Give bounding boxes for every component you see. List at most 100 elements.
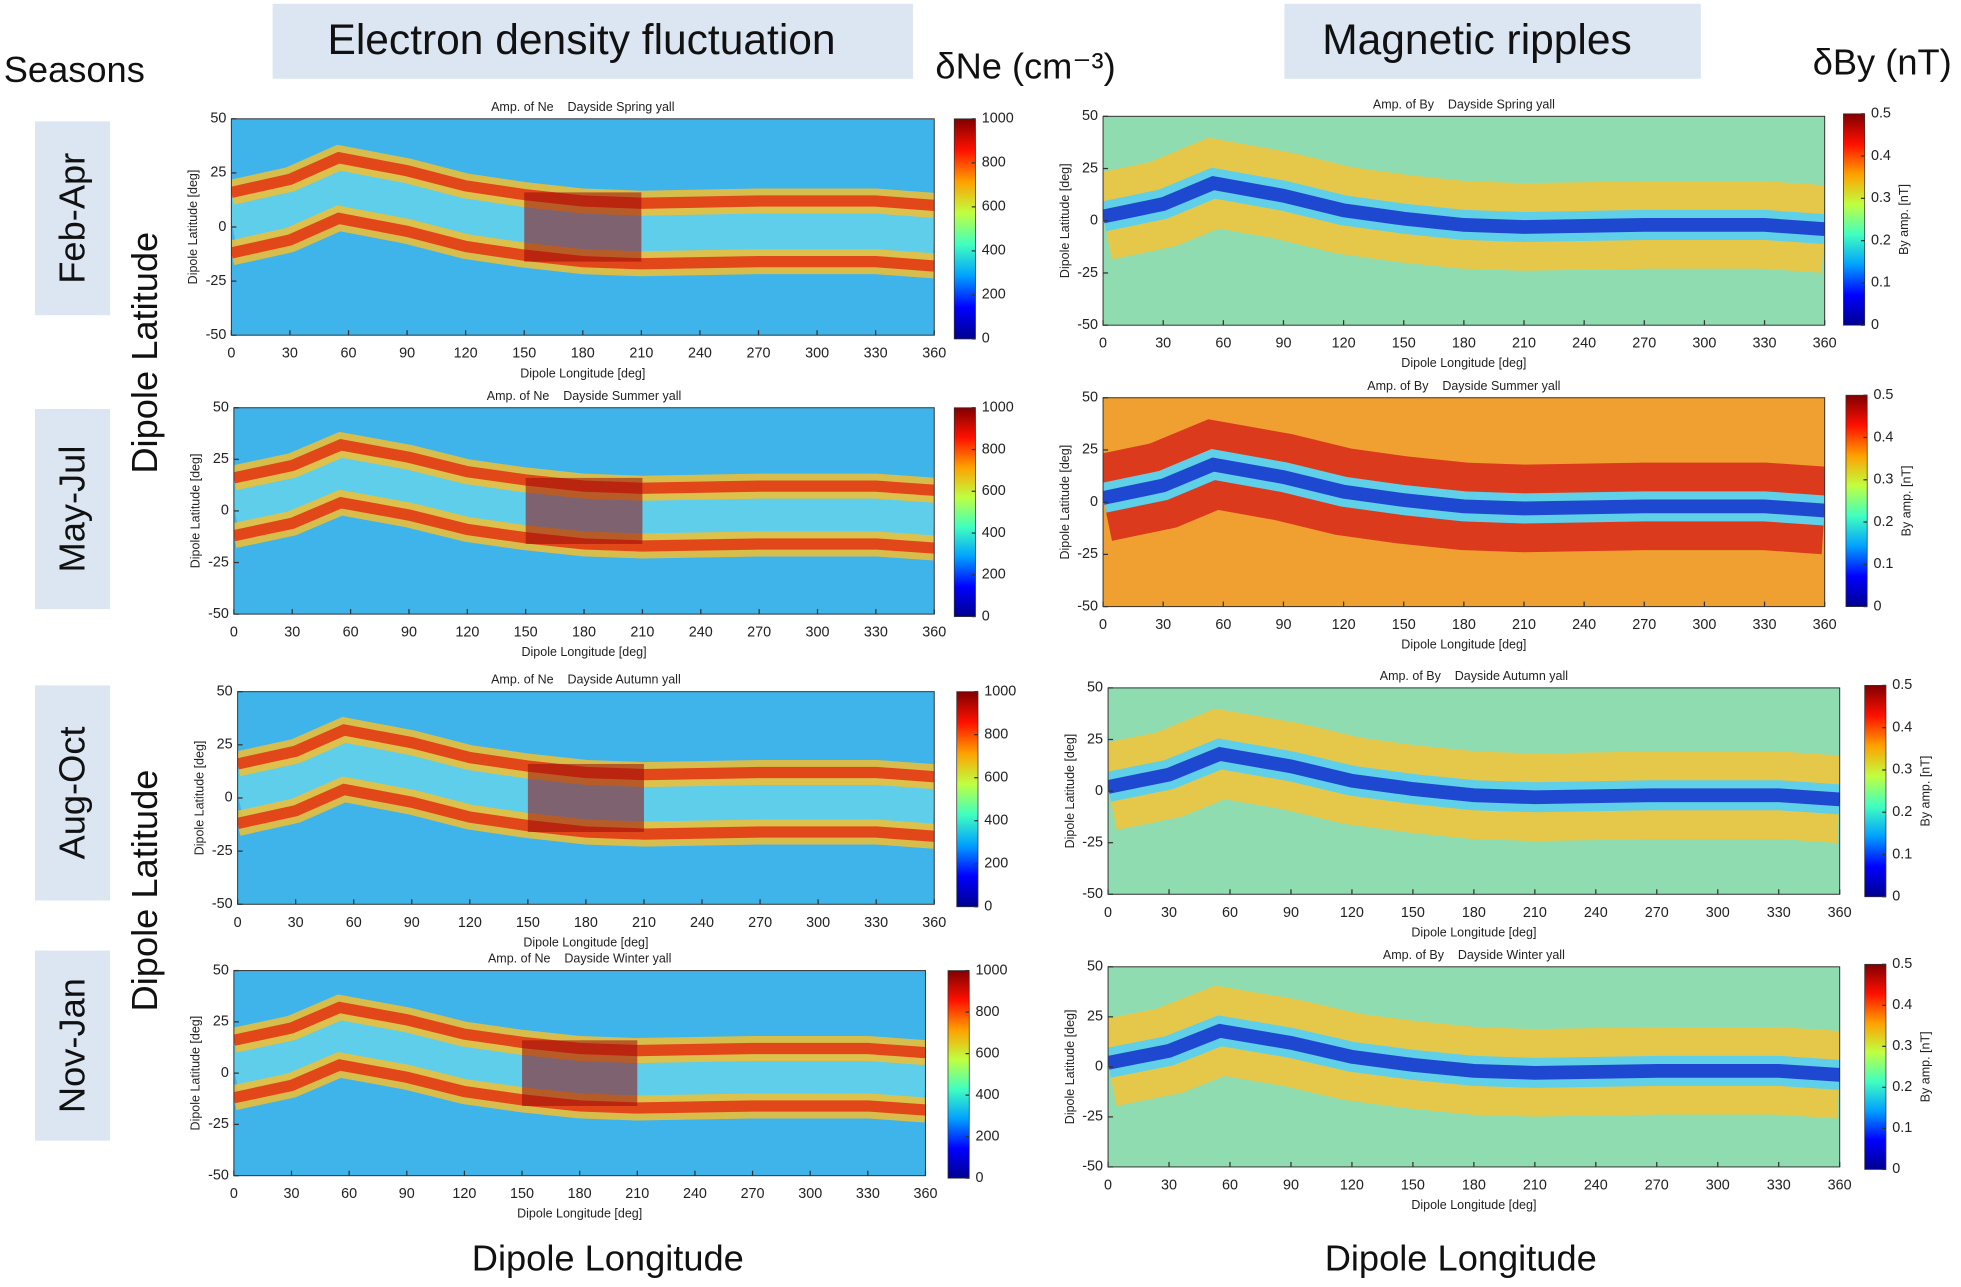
colorbar-tick-label: 0.1 (1892, 1120, 1912, 1136)
x-tick-label: 210 (630, 625, 654, 641)
x-tick-label: 180 (572, 625, 596, 641)
y-tick-label: 25 (1087, 731, 1103, 747)
y-label: Dipole Latitude (124, 232, 165, 474)
x-tick-label: 330 (1767, 1177, 1791, 1193)
season-label: May-Jul (52, 446, 93, 573)
y-tick-label: -50 (208, 1167, 229, 1183)
y-tick-label: 50 (210, 111, 226, 127)
right-unit: δBy (nT) (1813, 42, 1952, 83)
colorbar-tick-label: 400 (982, 525, 1006, 541)
left-title: Electron density fluctuation (327, 17, 835, 64)
y-tick-label: -50 (212, 896, 233, 912)
x-tick-label: 210 (625, 1186, 649, 1202)
colorbar (1864, 963, 1887, 1170)
panel-title: Amp. of By Dayside Winter yall (1383, 948, 1565, 962)
y-tick-label: -25 (1082, 834, 1103, 850)
y-tick-label: 50 (217, 683, 233, 699)
colorbar-tick-label: 0.1 (1873, 556, 1893, 572)
x-label: Dipole Longitude (1325, 1237, 1597, 1278)
colorbar-tick-label: 600 (975, 1045, 999, 1061)
x-tick-label: 30 (1161, 905, 1177, 921)
colorbar-tick-label: 0.4 (1871, 148, 1891, 164)
colorbar-tick-label: 200 (982, 287, 1006, 303)
x-tick-label: 120 (455, 625, 479, 641)
colorbar-tick-label: 600 (982, 483, 1006, 499)
x-tick-label: 330 (856, 1186, 880, 1202)
x-tick-label: 150 (1392, 617, 1416, 633)
colorbar (956, 691, 979, 908)
x-tick-label: 120 (1332, 336, 1356, 352)
y-tick-label: -25 (1082, 1109, 1103, 1125)
colorbar-tick-label: 400 (975, 1087, 999, 1103)
x-tick-label: 180 (1462, 1177, 1486, 1193)
panel-x-label: Dipole Longitude [deg] (1401, 638, 1526, 652)
x-tick-label: 120 (1332, 617, 1356, 633)
panel-title: Amp. of Ne Dayside Winter yall (488, 952, 671, 966)
x-tick-label: 0 (1104, 905, 1112, 921)
heatmap-field (1108, 966, 1840, 1167)
panel-title: Amp. of Ne Dayside Summer yall (487, 389, 682, 403)
y-label: Dipole Latitude (124, 770, 165, 1012)
colorbar-tick-label: 0 (984, 899, 992, 915)
colorbar-tick-label: 0.5 (1892, 677, 1912, 693)
y-tick-label: 50 (1082, 108, 1098, 124)
seasons-label: Seasons (4, 49, 145, 90)
x-tick-label: 120 (452, 1186, 476, 1202)
x-tick-label: 360 (1828, 1177, 1852, 1193)
x-tick-label: 30 (282, 346, 298, 362)
x-tick-label: 270 (1632, 336, 1656, 352)
season-box (35, 408, 111, 610)
y-tick-label: 0 (1095, 1059, 1103, 1075)
panel-y-label: Dipole Latitude [deg] (189, 454, 203, 569)
x-tick-label: 330 (864, 346, 888, 362)
season-box (35, 685, 111, 901)
x-tick-label: 120 (1340, 1177, 1364, 1193)
x-tick-label: 360 (922, 346, 946, 362)
y-tick-label: 50 (1087, 959, 1103, 975)
colorbar-tick-label: 600 (982, 199, 1006, 215)
y-tick-label: 0 (1090, 494, 1098, 510)
x-tick-label: 210 (629, 346, 653, 362)
x-tick-label: 0 (227, 346, 235, 362)
x-tick-label: 30 (1155, 336, 1171, 352)
x-tick-label: 150 (512, 346, 536, 362)
x-tick-label: 360 (922, 915, 946, 931)
y-tick-label: 50 (1082, 390, 1098, 406)
panel-x-label: Dipole Longitude [deg] (520, 366, 645, 380)
x-tick-label: 300 (1706, 905, 1730, 921)
colorbar (1845, 394, 1868, 607)
x-tick-label: 0 (234, 915, 242, 931)
field-band (233, 496, 935, 554)
colorbar-tick-label: 800 (982, 441, 1006, 457)
colorbar-tick-label: 0.4 (1892, 719, 1912, 735)
colorbar-tick-label: 0 (982, 331, 990, 347)
field-band (1108, 746, 1840, 807)
x-tick-label: 150 (514, 625, 538, 641)
x-tick-label: 60 (1222, 905, 1238, 921)
colorbar-label: By amp. [nT] (1897, 184, 1911, 255)
x-tick-label: 30 (1161, 1177, 1177, 1193)
x-tick-label: 180 (571, 346, 595, 362)
y-tick-label: -25 (1077, 546, 1098, 562)
x-tick-label: 240 (688, 346, 712, 362)
x-tick-label: 90 (1283, 905, 1299, 921)
x-tick-label: 240 (689, 625, 713, 641)
colorbar-tick-label: 0 (1892, 1161, 1900, 1177)
x-tick-label: 300 (806, 915, 830, 931)
x-tick-label: 30 (288, 915, 304, 931)
panel-y-label: Dipole Latitude [deg] (186, 170, 200, 285)
panel-x-label: Dipole Longitude [deg] (1411, 925, 1536, 939)
x-tick-label: 60 (1215, 336, 1231, 352)
x-tick-label: 0 (230, 625, 238, 641)
x-tick-label: 300 (805, 346, 829, 362)
x-tick-label: 180 (1462, 905, 1486, 921)
x-tick-label: 360 (1828, 905, 1852, 921)
x-tick-label: 360 (1813, 336, 1837, 352)
heatmap-field (1108, 687, 1840, 895)
x-tick-label: 150 (516, 915, 540, 931)
field-band (237, 783, 935, 842)
y-tick-label: 50 (213, 962, 229, 978)
colorbar-tick-label: 0 (1892, 889, 1900, 905)
panel-title: Amp. of Ne Dayside Spring yall (491, 100, 674, 114)
header-box (1284, 3, 1701, 79)
